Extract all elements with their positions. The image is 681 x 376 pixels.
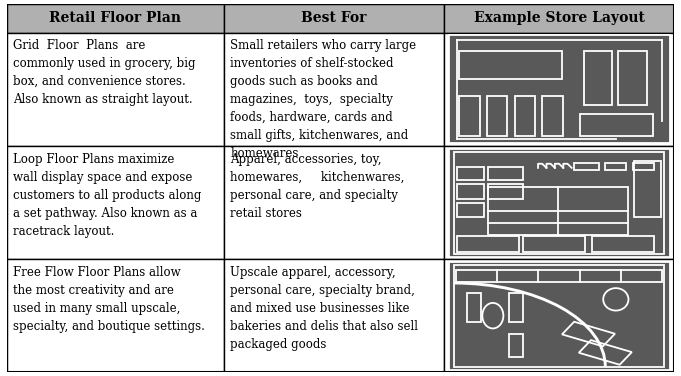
Text: Retail Floor Plan: Retail Floor Plan [49,11,181,25]
Text: Best For: Best For [301,11,366,25]
Bar [7,4,223,32]
Bar [456,270,662,282]
Bar [7,32,223,146]
Bar [454,265,664,367]
Bar [7,259,223,372]
Bar [633,163,654,170]
Bar [457,184,484,200]
Bar [223,32,444,146]
Bar [223,146,444,259]
Bar [457,203,484,217]
Bar [444,259,674,372]
Text: Example Store Layout: Example Store Layout [473,11,644,25]
Bar [7,146,223,259]
Text: Upscale apparel, accessory,
personal care, specialty brand,
and mixed use busine: Upscale apparel, accessory, personal car… [230,266,418,351]
Bar [459,96,480,136]
Bar [579,340,632,365]
Bar [592,237,654,252]
Bar [488,167,523,180]
Bar [580,114,653,136]
Bar [487,96,507,136]
Bar [466,293,481,322]
Bar [449,262,669,370]
Bar [509,334,523,356]
Bar [449,35,669,143]
Bar [542,96,563,136]
Text: Small retailers who carry large
inventories of shelf-stocked
goods such as books: Small retailers who carry large inventor… [230,39,417,160]
Text: Grid  Floor  Plans  are
commonly used in grocery, big
box, and convenience store: Grid Floor Plans are commonly used in gr… [14,39,196,106]
Bar [605,163,627,170]
Bar [584,52,612,105]
Bar [444,32,674,146]
Bar [562,322,615,346]
Bar [444,146,674,259]
Bar [634,161,661,217]
Bar [618,52,647,105]
Bar [457,167,484,180]
Text: Loop Floor Plans maximize
wall display space and expose
customers to all product: Loop Floor Plans maximize wall display s… [14,153,202,238]
Bar [459,52,562,79]
Bar [223,4,444,32]
Bar [223,259,444,372]
Bar [509,293,523,322]
Bar [523,237,586,252]
Bar [488,187,629,235]
Bar [488,184,523,200]
Bar [449,149,669,256]
Text: Apparel, accessories, toy,
homewares,     kitchenwares,
personal care, and speci: Apparel, accessories, toy, homewares, ki… [230,153,405,220]
Bar [444,4,674,32]
Bar [574,163,599,170]
Bar [457,237,519,252]
Bar [515,96,535,136]
Text: Free Flow Floor Plans allow
the most creativity and are
used in many small upsca: Free Flow Floor Plans allow the most cre… [14,266,206,333]
Bar [454,152,664,253]
